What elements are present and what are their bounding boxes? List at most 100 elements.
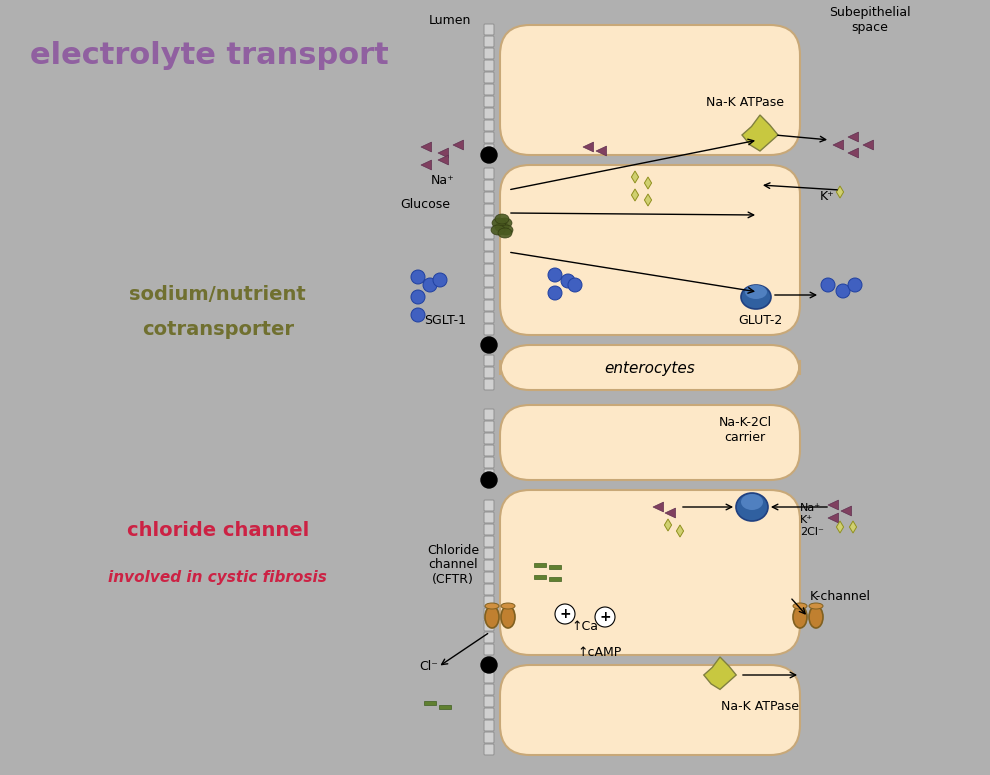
FancyBboxPatch shape: [500, 490, 800, 655]
FancyBboxPatch shape: [500, 405, 800, 480]
FancyBboxPatch shape: [484, 276, 494, 287]
Text: +: +: [599, 610, 611, 624]
Polygon shape: [828, 500, 839, 510]
FancyBboxPatch shape: [484, 560, 494, 571]
Ellipse shape: [501, 606, 515, 628]
Text: GLUT-2: GLUT-2: [738, 314, 782, 326]
FancyBboxPatch shape: [484, 524, 494, 535]
Circle shape: [481, 147, 497, 163]
FancyBboxPatch shape: [484, 144, 494, 155]
Polygon shape: [828, 513, 839, 523]
Ellipse shape: [501, 603, 515, 609]
FancyBboxPatch shape: [484, 608, 494, 619]
Ellipse shape: [736, 493, 768, 521]
Ellipse shape: [485, 603, 499, 609]
FancyBboxPatch shape: [484, 744, 494, 755]
Circle shape: [481, 337, 497, 353]
Text: Na⁺
K⁺
2Cl⁻: Na⁺ K⁺ 2Cl⁻: [800, 504, 824, 536]
Text: Glucose: Glucose: [400, 198, 450, 212]
Text: ↑Ca: ↑Ca: [571, 621, 599, 633]
Polygon shape: [421, 160, 432, 170]
FancyBboxPatch shape: [484, 36, 494, 47]
Circle shape: [411, 270, 425, 284]
Circle shape: [548, 268, 562, 282]
FancyBboxPatch shape: [484, 180, 494, 191]
Ellipse shape: [495, 222, 509, 232]
FancyBboxPatch shape: [500, 345, 800, 390]
Ellipse shape: [793, 603, 807, 609]
Polygon shape: [863, 140, 873, 150]
FancyBboxPatch shape: [484, 445, 494, 456]
Text: Na⁺: Na⁺: [432, 174, 455, 187]
Circle shape: [561, 274, 575, 288]
Circle shape: [595, 607, 615, 627]
Text: Chloride
channel
(CFTR): Chloride channel (CFTR): [427, 543, 479, 587]
FancyBboxPatch shape: [484, 252, 494, 263]
Text: SGLT-1: SGLT-1: [424, 314, 466, 326]
Circle shape: [481, 657, 497, 673]
FancyBboxPatch shape: [484, 572, 494, 583]
Circle shape: [423, 278, 437, 292]
Polygon shape: [632, 189, 639, 201]
FancyBboxPatch shape: [484, 584, 494, 595]
FancyBboxPatch shape: [484, 632, 494, 643]
FancyBboxPatch shape: [484, 696, 494, 707]
Ellipse shape: [745, 285, 767, 299]
Bar: [549, 565, 561, 569]
FancyBboxPatch shape: [484, 367, 494, 378]
Text: +: +: [559, 607, 571, 621]
Polygon shape: [453, 140, 463, 150]
Polygon shape: [833, 140, 843, 150]
Text: K⁺: K⁺: [820, 191, 835, 204]
FancyBboxPatch shape: [484, 457, 494, 468]
Circle shape: [848, 278, 862, 292]
FancyBboxPatch shape: [484, 192, 494, 203]
Polygon shape: [583, 142, 593, 152]
Ellipse shape: [809, 603, 823, 609]
FancyBboxPatch shape: [484, 469, 494, 480]
FancyBboxPatch shape: [484, 228, 494, 239]
FancyBboxPatch shape: [484, 120, 494, 131]
Polygon shape: [837, 521, 843, 533]
FancyBboxPatch shape: [484, 324, 494, 335]
Polygon shape: [421, 142, 432, 152]
Ellipse shape: [492, 218, 506, 228]
FancyBboxPatch shape: [484, 732, 494, 743]
Circle shape: [555, 604, 575, 624]
Circle shape: [821, 278, 835, 292]
Polygon shape: [742, 115, 778, 151]
FancyBboxPatch shape: [484, 536, 494, 547]
Polygon shape: [438, 155, 448, 165]
Ellipse shape: [499, 225, 513, 235]
FancyBboxPatch shape: [484, 684, 494, 695]
Text: Subepithelial
space: Subepithelial space: [830, 6, 911, 34]
Polygon shape: [596, 146, 607, 156]
Circle shape: [836, 284, 850, 298]
Circle shape: [481, 472, 497, 488]
FancyBboxPatch shape: [484, 96, 494, 107]
Text: enterocytes: enterocytes: [605, 360, 695, 376]
Polygon shape: [848, 148, 858, 158]
Ellipse shape: [485, 606, 499, 628]
Bar: [534, 563, 546, 567]
Polygon shape: [676, 525, 684, 537]
Text: Na-K ATPase: Na-K ATPase: [706, 97, 784, 109]
Text: ↑cAMP: ↑cAMP: [578, 646, 622, 660]
FancyBboxPatch shape: [484, 720, 494, 731]
Bar: [424, 701, 436, 705]
FancyBboxPatch shape: [484, 421, 494, 432]
FancyBboxPatch shape: [484, 240, 494, 251]
FancyBboxPatch shape: [484, 596, 494, 607]
Circle shape: [568, 278, 582, 292]
FancyBboxPatch shape: [484, 300, 494, 311]
Bar: [439, 705, 451, 709]
Text: Lumen: Lumen: [429, 13, 471, 26]
FancyBboxPatch shape: [484, 204, 494, 215]
Polygon shape: [438, 148, 448, 158]
Circle shape: [548, 286, 562, 300]
Ellipse shape: [809, 606, 823, 628]
FancyBboxPatch shape: [484, 512, 494, 523]
Text: K-channel: K-channel: [810, 591, 870, 604]
Circle shape: [433, 273, 447, 287]
FancyBboxPatch shape: [500, 165, 800, 335]
